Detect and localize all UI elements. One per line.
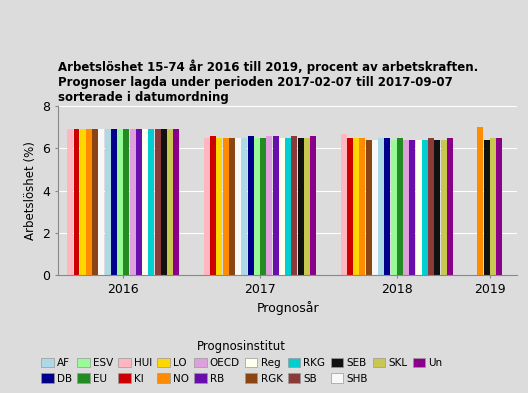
Bar xyxy=(99,129,105,275)
Bar xyxy=(111,129,117,275)
Bar xyxy=(484,140,489,275)
Bar xyxy=(80,129,86,275)
Bar xyxy=(136,129,142,275)
Bar xyxy=(124,129,129,275)
Bar xyxy=(291,136,297,275)
Bar xyxy=(229,138,235,275)
Bar xyxy=(235,138,241,275)
Bar xyxy=(155,129,161,275)
Bar xyxy=(285,138,291,275)
Bar xyxy=(391,140,397,275)
Bar xyxy=(241,138,247,275)
Bar xyxy=(477,127,483,275)
Bar xyxy=(130,129,136,275)
Bar xyxy=(142,129,148,275)
Bar xyxy=(490,138,496,275)
Bar xyxy=(384,138,390,275)
Bar xyxy=(298,138,304,275)
Bar xyxy=(105,129,111,275)
Bar xyxy=(92,129,98,275)
Bar xyxy=(378,138,384,275)
Bar xyxy=(248,136,253,275)
Bar xyxy=(409,140,416,275)
Bar xyxy=(304,138,310,275)
Bar xyxy=(496,138,502,275)
Bar xyxy=(347,138,353,275)
Bar xyxy=(216,138,222,275)
Bar xyxy=(397,138,403,275)
Bar xyxy=(86,129,92,275)
Bar xyxy=(440,140,447,275)
Bar xyxy=(161,129,167,275)
Bar xyxy=(173,129,180,275)
X-axis label: Prognosår: Prognosår xyxy=(257,301,319,315)
Bar xyxy=(279,138,285,275)
Bar xyxy=(372,140,378,275)
Y-axis label: Arbetslöshet (%): Arbetslöshet (%) xyxy=(24,141,37,240)
Bar xyxy=(223,138,229,275)
Bar xyxy=(167,129,173,275)
Bar xyxy=(67,129,73,275)
Bar xyxy=(272,136,279,275)
Legend: AF, DB, ESV, EU, HUI, KI, LO, NO, OECD, RB, Reg, RGK, RKG, SB, SEB, SHB, SKL, Un: AF, DB, ESV, EU, HUI, KI, LO, NO, OECD, … xyxy=(37,336,447,388)
Bar xyxy=(353,138,359,275)
Bar xyxy=(360,138,365,275)
Bar xyxy=(267,136,272,275)
Bar xyxy=(117,129,123,275)
Bar xyxy=(254,138,260,275)
Text: Arbetslöshet 15-74 år 2016 till 2019, procent av arbetskraften.
Prognoser lagda : Arbetslöshet 15-74 år 2016 till 2019, pr… xyxy=(58,59,478,103)
Bar xyxy=(435,140,440,275)
Bar xyxy=(73,129,79,275)
Bar xyxy=(422,140,428,275)
Bar xyxy=(148,129,154,275)
Bar xyxy=(416,140,421,275)
Bar xyxy=(210,136,216,275)
Bar xyxy=(341,134,346,275)
Bar xyxy=(428,138,434,275)
Bar xyxy=(403,140,409,275)
Bar xyxy=(310,136,316,275)
Bar xyxy=(204,138,210,275)
Bar xyxy=(447,138,452,275)
Bar xyxy=(260,138,266,275)
Bar xyxy=(365,140,372,275)
